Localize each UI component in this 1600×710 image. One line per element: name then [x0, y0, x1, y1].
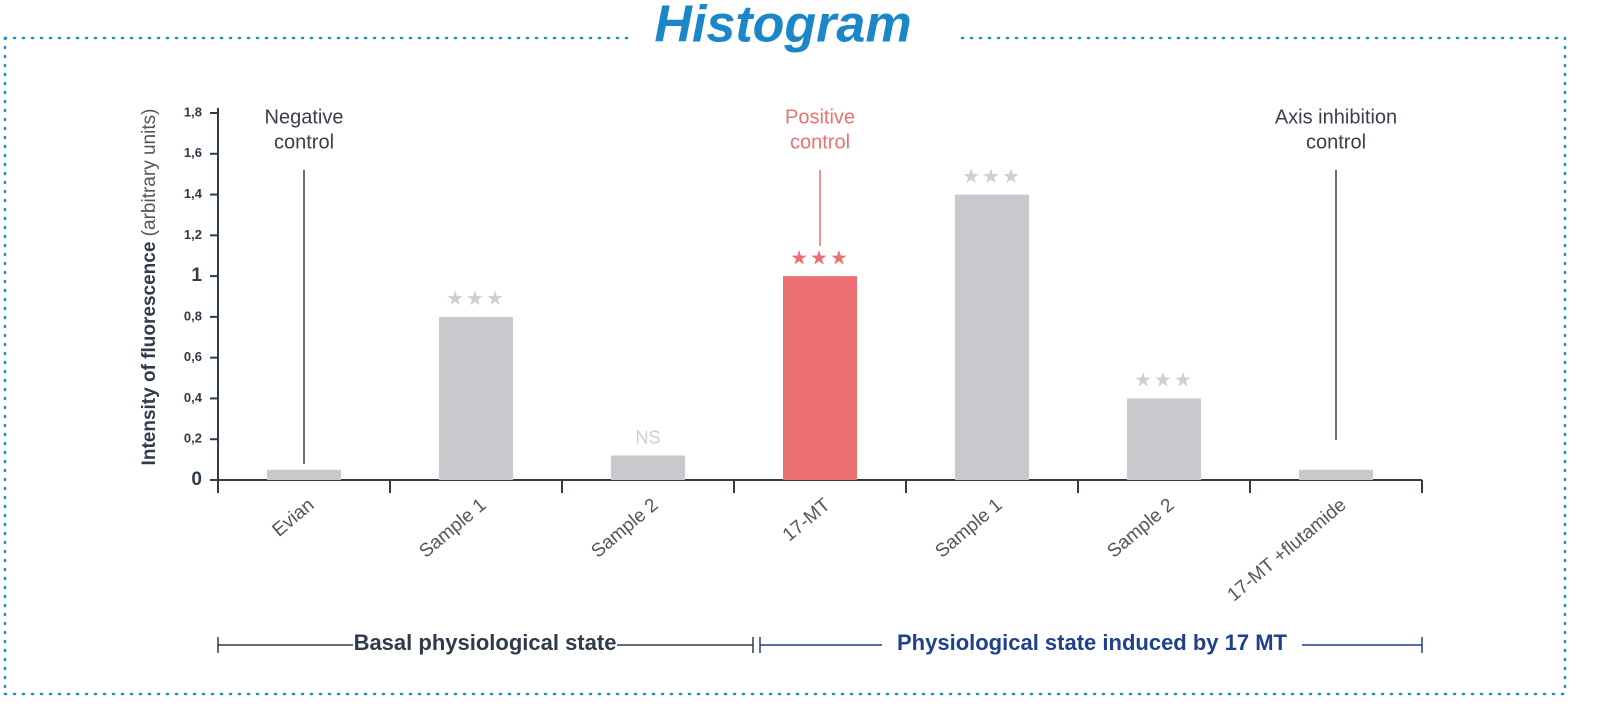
significance-label: ★★★ — [446, 288, 506, 310]
annotation-text: control — [1306, 131, 1366, 153]
y-tick-label: 1,4 — [184, 186, 203, 201]
chart-title: Histogram — [654, 0, 911, 54]
x-tick-label: 17-MT — [779, 494, 835, 546]
y-tick-label: 0,2 — [184, 431, 202, 446]
x-tick-label: Sample 2 — [1103, 495, 1178, 563]
bar — [1299, 469, 1373, 480]
y-tick-label: 0,6 — [184, 349, 202, 364]
y-axis-units: (arbitrary units) — [139, 109, 160, 237]
y-tick-label: 1,6 — [184, 145, 202, 160]
significance-label: ★★★ — [790, 247, 850, 269]
y-tick-label: 1,2 — [184, 227, 202, 242]
dotted-frame — [3, 36, 1567, 696]
significance-label: ★★★ — [962, 166, 1022, 188]
x-tick-label: 17-MT +flutamide — [1224, 495, 1351, 606]
annotation-text: control — [790, 131, 850, 153]
x-tick-label: Sample 1 — [931, 495, 1006, 563]
x-tick-label: Sample 1 — [415, 495, 490, 563]
y-tick-label: 1 — [191, 265, 202, 286]
y-tick-label: 0 — [191, 469, 202, 490]
group-label: Basal physiological state — [354, 630, 617, 655]
bar — [1127, 398, 1201, 480]
significance-label: NS — [635, 427, 660, 447]
bar — [439, 316, 513, 480]
y-axis-title: Intensity of fluorescence (arbitrary uni… — [139, 109, 160, 466]
group-label: Physiological state induced by 17 MT — [897, 630, 1288, 655]
bar — [783, 276, 857, 480]
annotation-text: Axis inhibition — [1275, 106, 1397, 128]
y-axis-label: Intensity of fluorescence — [139, 242, 160, 466]
y-tick-label: 1,8 — [184, 104, 202, 119]
annotation-text: control — [274, 131, 334, 153]
annotation-text: Positive — [785, 106, 855, 128]
x-tick-label: Sample 2 — [587, 495, 662, 563]
y-tick-label: 0,8 — [184, 308, 202, 323]
bar — [955, 194, 1029, 481]
x-tick-label: Evian — [269, 495, 319, 542]
annotation-text: Negative — [265, 106, 344, 128]
y-tick-label: 0,4 — [184, 390, 203, 405]
bar — [267, 469, 341, 480]
bar — [611, 455, 685, 480]
significance-label: ★★★ — [1134, 370, 1194, 392]
